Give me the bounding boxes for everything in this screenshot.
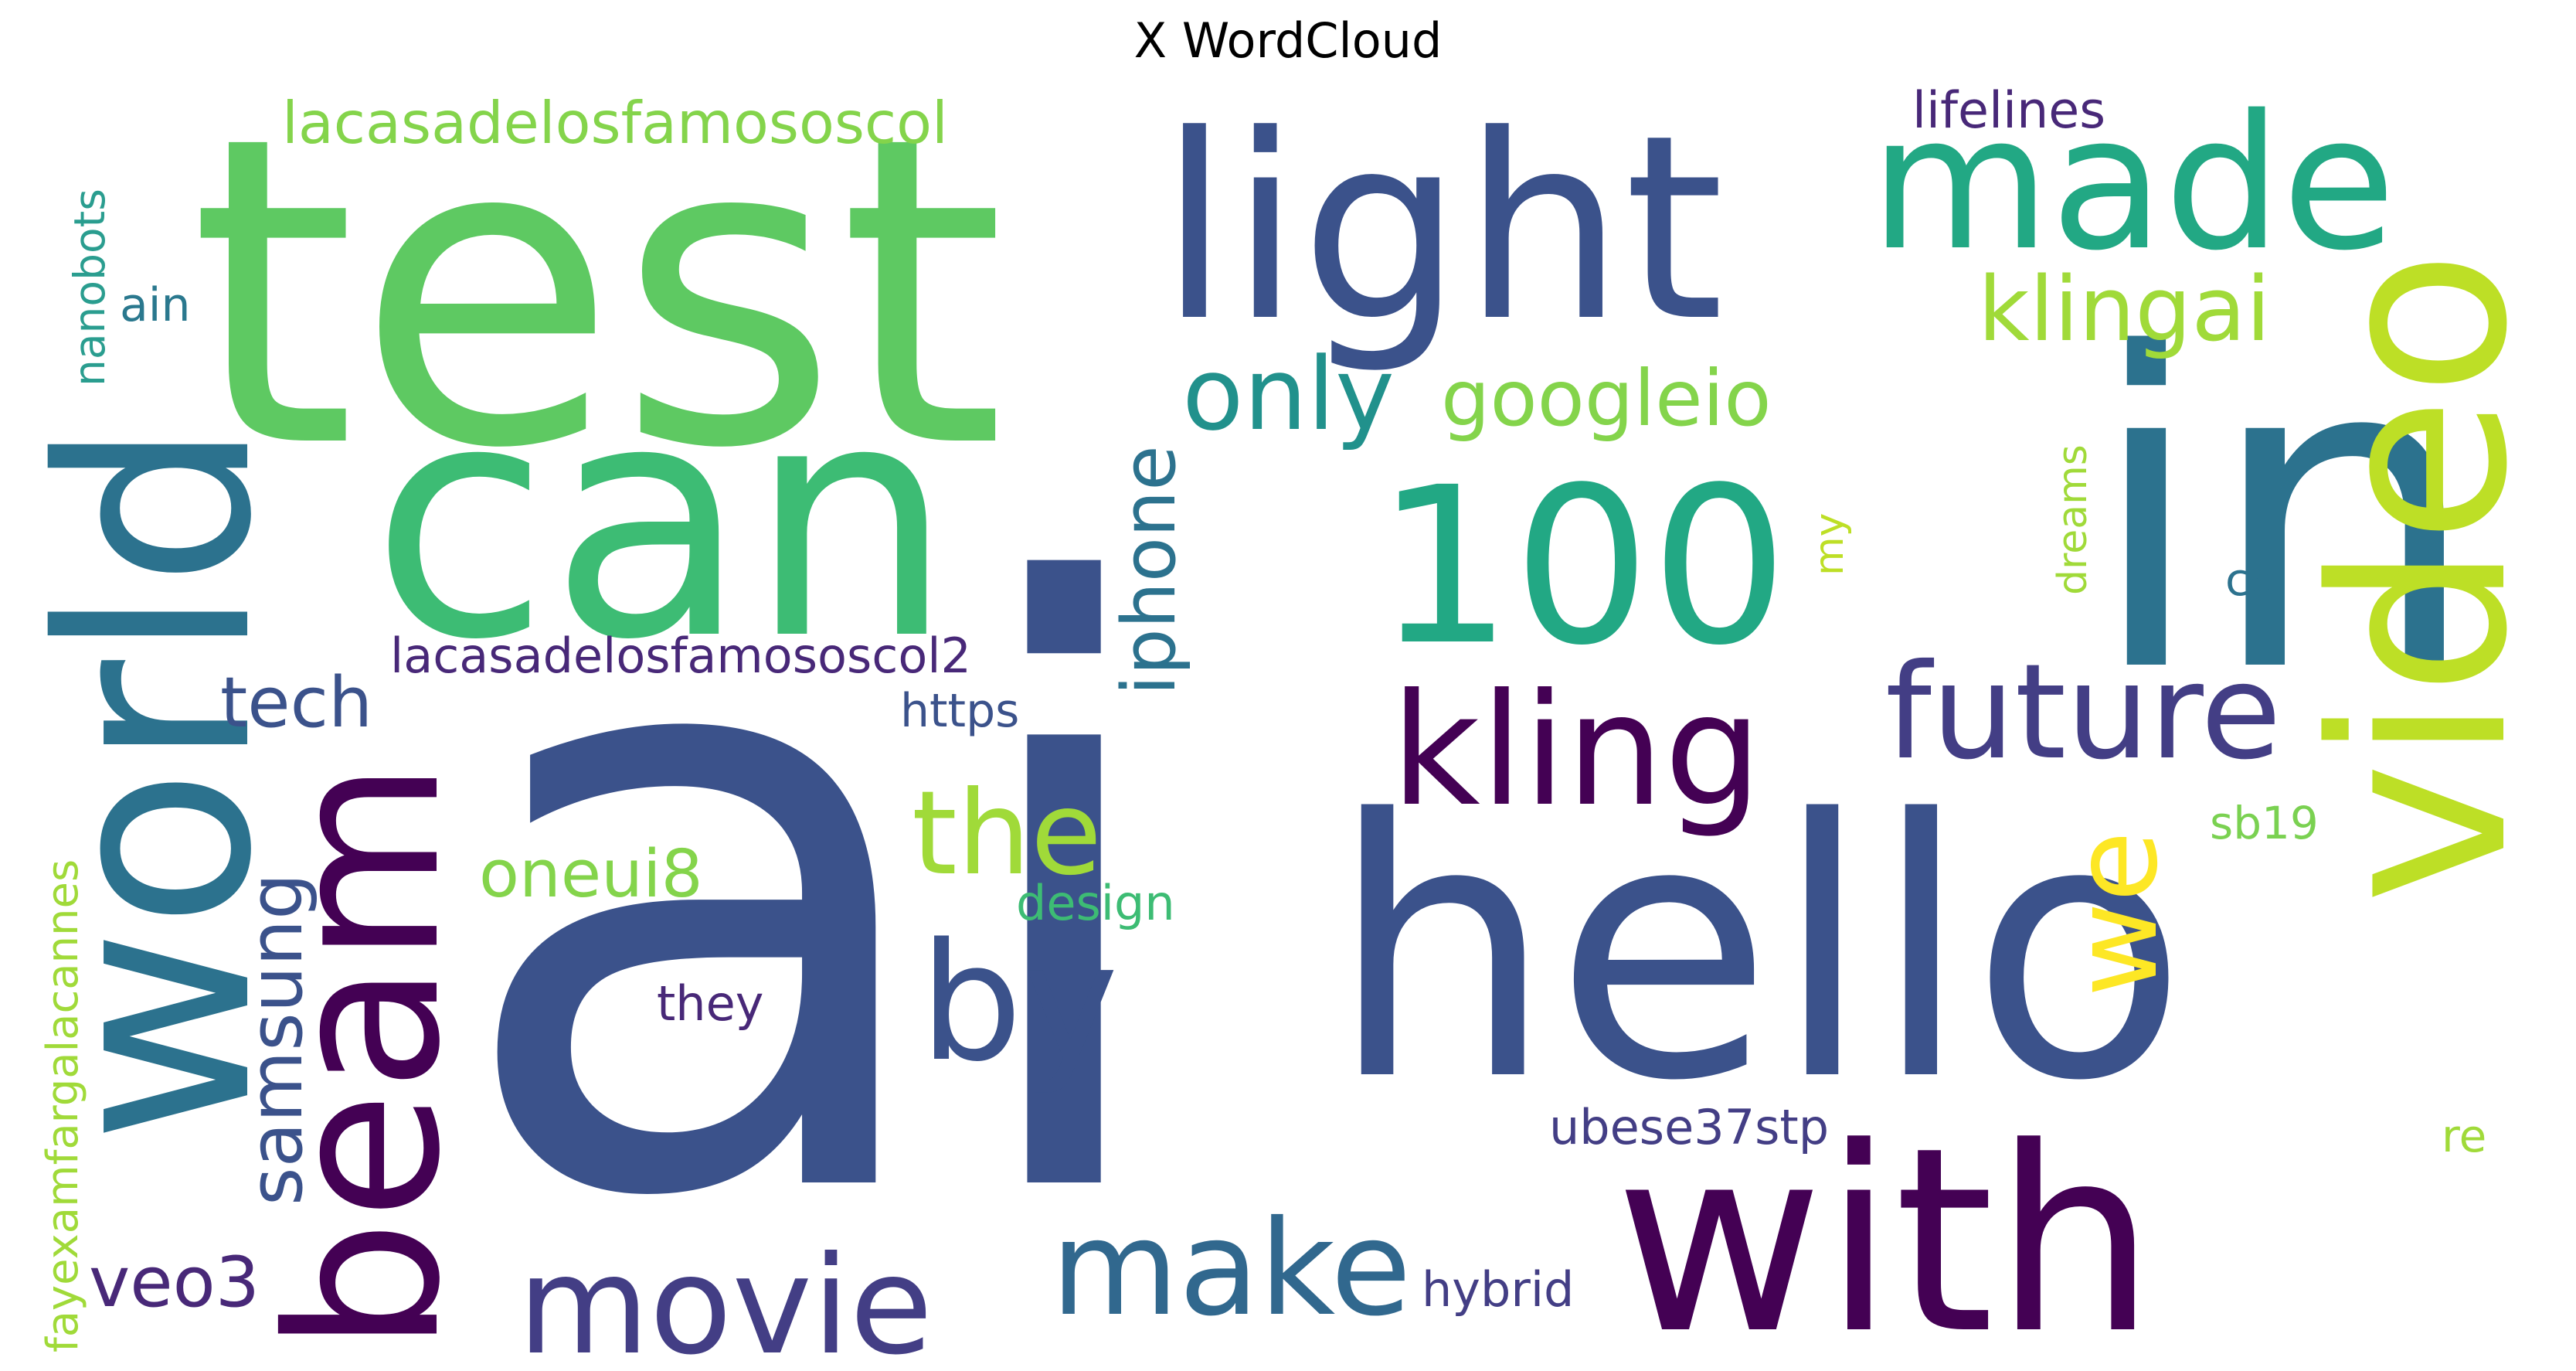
word-my: my xyxy=(1806,513,1853,576)
word-world: world xyxy=(4,420,310,1144)
word-hybrid: hybrid xyxy=(1422,1261,1574,1318)
word-veo3: veo3 xyxy=(89,1242,260,1323)
word-future: future xyxy=(1885,636,2282,789)
word-light: light xyxy=(1159,80,1724,377)
word-dreams: dreams xyxy=(2050,444,2096,595)
word-googleio: googleio xyxy=(1441,353,1772,444)
word-klingai: klingai xyxy=(1978,258,2271,362)
word-they: they xyxy=(657,975,763,1032)
word-oneui8: oneui8 xyxy=(479,836,703,913)
word-lifelines: lifelines xyxy=(1912,82,2105,140)
word-the: the xyxy=(912,767,1102,901)
word-in: in xyxy=(2086,264,2481,767)
word-video: video xyxy=(2282,250,2561,904)
word-iphone: iphone xyxy=(1107,445,1192,696)
word-made: made xyxy=(1870,75,2396,291)
figure-title: X WordCloud xyxy=(1133,12,1443,69)
word-fayexamfargalacannes: fayexamfargalacannes xyxy=(38,859,88,1352)
word-beam: beam xyxy=(243,760,486,1352)
word-make: make xyxy=(1051,1192,1412,1345)
word-movie: movie xyxy=(518,1228,933,1371)
word-lacasadelosfamososcol: lacasadelosfamososcol xyxy=(282,89,948,157)
word-co: co xyxy=(2225,553,2277,606)
word-ain: ain xyxy=(120,278,190,332)
word-design: design xyxy=(1016,875,1175,931)
word-test: test xyxy=(189,46,1005,541)
word-only: only xyxy=(1182,335,1395,453)
word-lacasadelosfamososcol2: lacasadelosfamososcol2 xyxy=(390,628,971,684)
word-kling: kling xyxy=(1391,661,1762,841)
word-re: re xyxy=(2442,1110,2486,1162)
word-ubese37stp: ubese37stp xyxy=(1549,1099,1829,1155)
word-https: https xyxy=(900,684,1019,738)
word-sb19: sb19 xyxy=(2210,797,2319,849)
word-with: with xyxy=(1615,1093,2156,1371)
word-by: by xyxy=(919,908,1119,1097)
word-nanobots: nanobots xyxy=(65,189,114,386)
word-ai: ai xyxy=(448,422,1178,1371)
word-tech: tech xyxy=(220,662,372,743)
word-we: we xyxy=(2049,831,2183,997)
word-hello: hello xyxy=(1329,745,2188,1158)
word-can: can xyxy=(371,333,953,711)
word-samsung: samsung xyxy=(234,873,319,1206)
word-100: 100 xyxy=(1375,441,1788,693)
